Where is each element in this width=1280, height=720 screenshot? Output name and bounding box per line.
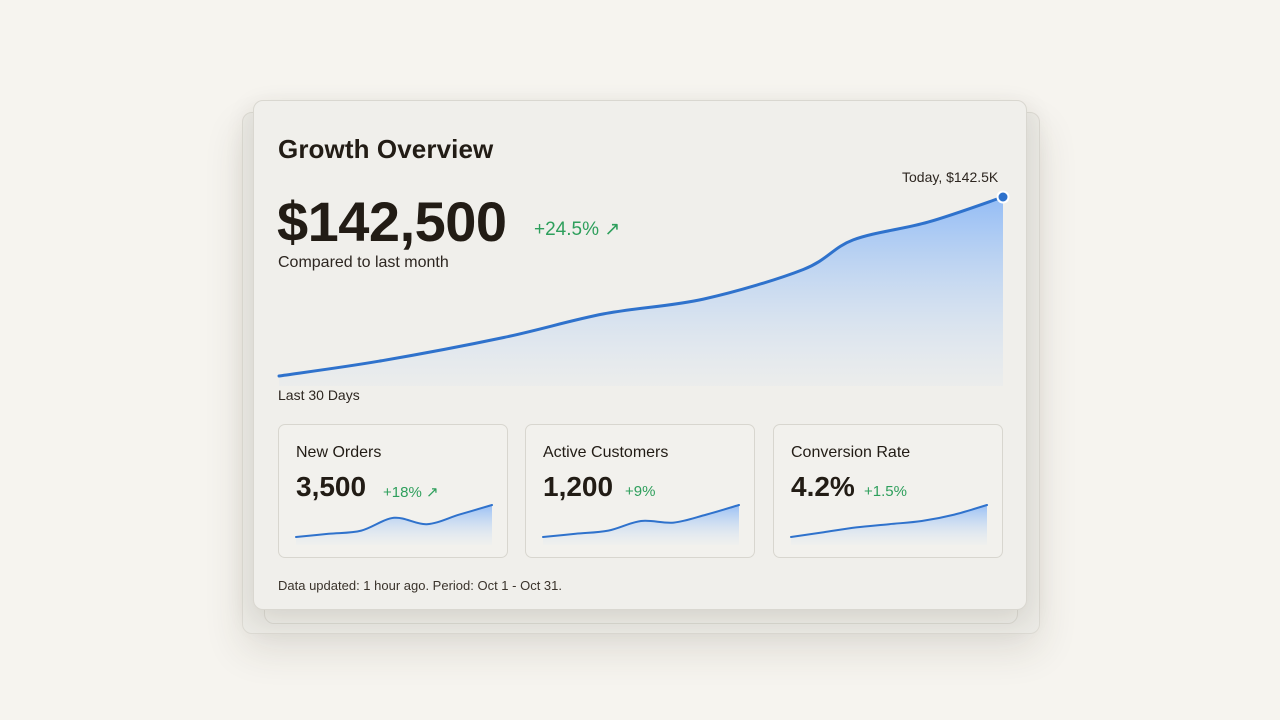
metric-title: New Orders xyxy=(296,444,382,461)
metric-title: Active Customers xyxy=(543,444,669,461)
sparkline-line xyxy=(790,504,988,538)
total-delta-badge: +24.5% ↗ xyxy=(534,219,621,240)
metric-title: Conversion Rate xyxy=(791,444,911,461)
metric-card-conversion-rate[interactable]: Conversion Rate 4.2% +1.5% xyxy=(773,424,1003,558)
data-updated-note: Data updated: 1 hour ago. Period: Oct 1 … xyxy=(278,578,563,593)
chart-highlight-point[interactable] xyxy=(996,190,1010,204)
metric-sparkline xyxy=(790,504,988,545)
metric-value: 3,500 xyxy=(296,471,367,502)
chart-highlight-label: Today, $142.5K xyxy=(902,169,999,185)
metric-sparkline xyxy=(542,504,740,545)
metric-value: 1,200 xyxy=(543,471,614,502)
sparkline-line xyxy=(542,504,740,538)
sparkline-area xyxy=(543,505,739,545)
metric-delta: +18% ↗ xyxy=(383,484,439,501)
sparkline-line xyxy=(295,504,493,538)
sparkline-area xyxy=(296,505,492,545)
growth-overview-card: Growth Overview $142,500 +24.5% ↗ Compar… xyxy=(253,100,1027,610)
metric-sparkline xyxy=(295,504,493,545)
total-value: $142,500 xyxy=(277,190,507,253)
chart-range-label: Last 30 Days xyxy=(278,387,360,403)
metric-delta: +9% xyxy=(625,483,656,500)
metric-card-active-customers[interactable]: Active Customers 1,200 +9% xyxy=(525,424,755,558)
metric-card-new-orders[interactable]: New Orders 3,500 +18% ↗ xyxy=(278,424,508,558)
page-title: Growth Overview xyxy=(278,134,494,164)
comparison-label: Compared to last month xyxy=(278,254,449,271)
metric-value: 4.2% xyxy=(791,471,855,502)
metric-delta: +1.5% xyxy=(864,483,907,500)
